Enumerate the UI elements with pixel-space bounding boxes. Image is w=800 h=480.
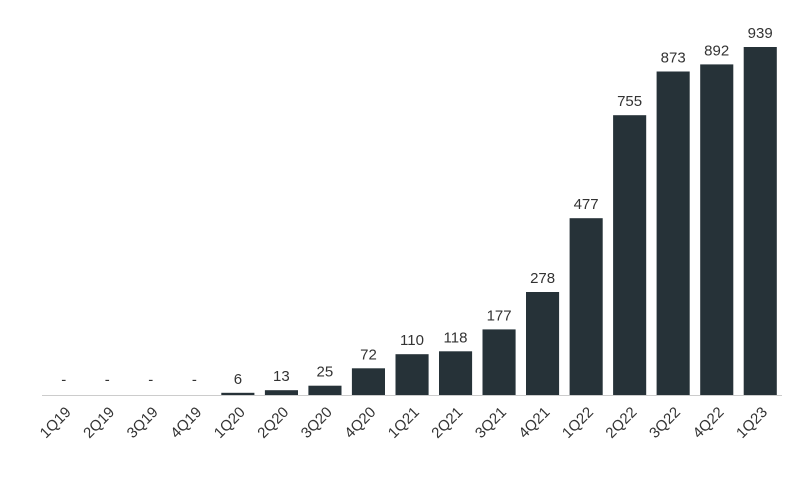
bar-4Q22 xyxy=(700,64,734,396)
bar-1Q22 xyxy=(569,218,603,395)
x-tick-label-2Q21: 2Q21 xyxy=(428,404,466,442)
value-label-2Q19: - xyxy=(105,372,110,389)
value-label-1Q22: 477 xyxy=(574,196,599,213)
x-tick-label-2Q20: 2Q20 xyxy=(254,404,292,442)
x-tick-label-3Q22: 3Q22 xyxy=(646,404,684,442)
value-label-1Q19: - xyxy=(61,372,66,389)
bar-3Q20 xyxy=(308,385,342,395)
value-label-2Q20: 13 xyxy=(273,368,290,385)
bar-3Q21 xyxy=(482,329,516,395)
value-label-2Q22: 755 xyxy=(617,93,642,110)
value-label-3Q22: 873 xyxy=(661,50,686,67)
x-tick-label-2Q22: 2Q22 xyxy=(602,404,640,442)
x-tick-label-1Q20: 1Q20 xyxy=(211,404,249,442)
x-tick-label-1Q19: 1Q19 xyxy=(37,404,75,442)
bar-1Q20 xyxy=(221,392,255,395)
value-label-4Q22: 892 xyxy=(704,42,729,59)
value-label-3Q19: - xyxy=(148,372,153,389)
x-tick-label-4Q19: 4Q19 xyxy=(167,404,205,442)
x-tick-labels-group: 1Q19 2Q19 3Q19 4Q19 1Q20 2Q20 3Q20 4Q20 1Q21 2Q21… xyxy=(37,404,771,442)
x-tick-label-3Q21: 3Q21 xyxy=(472,404,510,442)
x-tick-label-4Q21: 4Q21 xyxy=(515,404,553,442)
value-label-1Q21: 110 xyxy=(400,332,424,349)
value-label-4Q20: 72 xyxy=(360,346,377,363)
x-tick-label-3Q19: 3Q19 xyxy=(124,404,162,442)
value-label-2Q21: 118 xyxy=(444,329,468,346)
bar-2Q20 xyxy=(264,390,298,395)
value-label-4Q21: 278 xyxy=(530,270,555,287)
x-tick-label-3Q20: 3Q20 xyxy=(298,404,336,442)
value-label-4Q19: - xyxy=(192,372,197,389)
x-tick-label-2Q19: 2Q19 xyxy=(80,404,118,442)
x-tick-label-1Q23: 1Q23 xyxy=(733,404,771,442)
bar-1Q23 xyxy=(743,47,777,395)
bar-4Q20 xyxy=(351,368,385,395)
bars-group xyxy=(221,47,777,396)
x-tick-label-4Q22: 4Q22 xyxy=(690,404,728,442)
value-label-3Q21: 177 xyxy=(487,307,512,324)
value-label-3Q20: 25 xyxy=(317,364,334,381)
bar-2Q21 xyxy=(439,351,473,395)
bar-1Q21 xyxy=(395,354,429,395)
x-tick-label-1Q21: 1Q21 xyxy=(385,404,423,442)
bar-3Q22 xyxy=(656,71,690,395)
bar-4Q21 xyxy=(526,292,560,395)
bar-2Q22 xyxy=(613,115,647,395)
x-tick-label-4Q20: 4Q20 xyxy=(341,404,379,442)
value-labels-group: - - - - 6 13 25 72 110 118 177 278 477 755 873 892 939 xyxy=(61,25,772,389)
value-label-1Q23: 939 xyxy=(748,25,773,42)
x-tick-label-1Q22: 1Q22 xyxy=(559,404,597,442)
value-label-1Q20: 6 xyxy=(234,371,242,388)
